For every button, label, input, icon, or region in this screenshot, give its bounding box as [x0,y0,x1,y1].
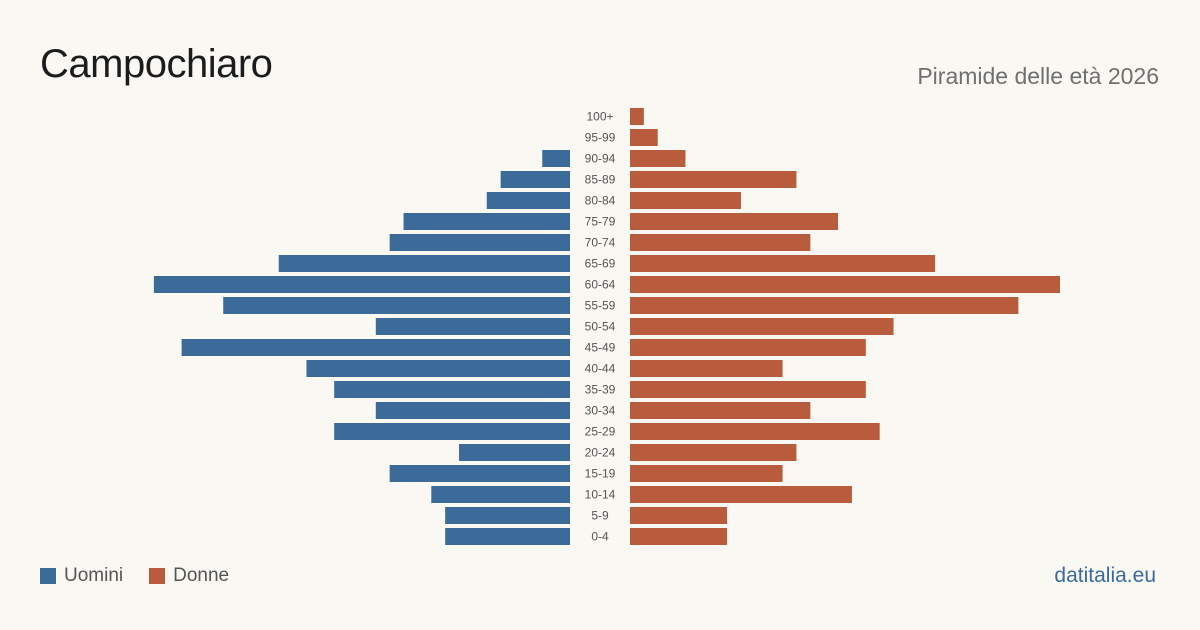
bar-men-35-39 [334,381,570,398]
bar-men-50-54 [375,318,570,335]
bar-men-45-49 [181,339,570,356]
bar-men-30-34 [375,402,570,419]
brand-link[interactable]: datitalia.eu [1054,564,1156,587]
bar-men-90-94 [542,150,570,167]
bar-men-10-14 [431,486,570,503]
bar-men-5-9 [445,507,570,524]
age-label-65-69: 65-69 [585,257,616,271]
bar-women-55-59 [630,297,1019,314]
bar-men-85-89 [500,171,570,188]
legend-swatch-men [40,568,56,584]
legend-swatch-women [149,568,166,584]
age-label-95-99: 95-99 [585,131,616,145]
age-label-30-34: 30-34 [585,404,616,418]
bar-women-45-49 [630,339,866,356]
legend-item-men: Uomini [40,565,123,587]
bar-men-75-79 [403,213,570,230]
bar-men-25-29 [334,423,570,440]
bar-women-75-79 [630,213,839,230]
bar-men-15-19 [389,465,570,482]
bar-women-40-44 [630,360,783,377]
bar-women-0-4 [630,528,728,545]
age-label-70-74: 70-74 [585,236,616,250]
bar-women-100+ [630,108,644,125]
age-label-35-39: 35-39 [585,383,616,397]
bar-men-20-24 [459,444,570,461]
bar-men-55-59 [223,297,570,314]
bar-women-10-14 [630,486,852,503]
bar-women-15-19 [630,465,783,482]
bar-women-70-74 [630,234,811,251]
legend-label-men: Uomini [64,565,124,586]
age-label-25-29: 25-29 [585,425,616,439]
age-label-60-64: 60-64 [585,278,616,292]
bar-women-80-84 [630,192,741,209]
bar-women-5-9 [630,507,728,524]
bar-women-50-54 [630,318,894,335]
age-label-20-24: 20-24 [585,446,616,460]
age-label-55-59: 55-59 [585,299,616,313]
age-label-85-89: 85-89 [585,173,616,187]
legend-item-women: Donne [149,565,229,587]
bar-women-35-39 [630,381,866,398]
age-label-15-19: 15-19 [585,467,616,481]
bar-men-40-44 [306,360,570,377]
bar-men-60-64 [153,276,570,293]
bar-women-30-34 [630,402,811,419]
age-label-45-49: 45-49 [585,341,616,355]
bar-women-65-69 [630,255,936,272]
bar-women-60-64 [630,276,1060,293]
age-label-75-79: 75-79 [585,215,616,229]
legend-label-women: Donne [173,565,230,586]
age-label-5-9: 5-9 [591,509,609,523]
age-label-100+: 100+ [586,110,613,124]
age-label-90-94: 90-94 [585,152,616,166]
chart-subtitle: Piramide delle età 2026 [917,63,1159,89]
bar-men-65-69 [278,255,570,272]
bar-women-20-24 [630,444,797,461]
legend: Uomini Donne [40,565,255,587]
bar-women-25-29 [630,423,880,440]
bar-men-70-74 [389,234,570,251]
bar-men-80-84 [486,192,570,209]
bar-men-0-4 [445,528,570,545]
bar-women-85-89 [630,171,797,188]
age-label-50-54: 50-54 [585,320,616,334]
page-title: Campochiaro [40,42,273,86]
bar-women-90-94 [630,150,686,167]
bar-women-95-99 [630,129,658,146]
age-label-10-14: 10-14 [585,488,616,502]
age-label-0-4: 0-4 [591,530,609,544]
age-label-80-84: 80-84 [585,194,616,208]
age-label-40-44: 40-44 [585,362,616,376]
